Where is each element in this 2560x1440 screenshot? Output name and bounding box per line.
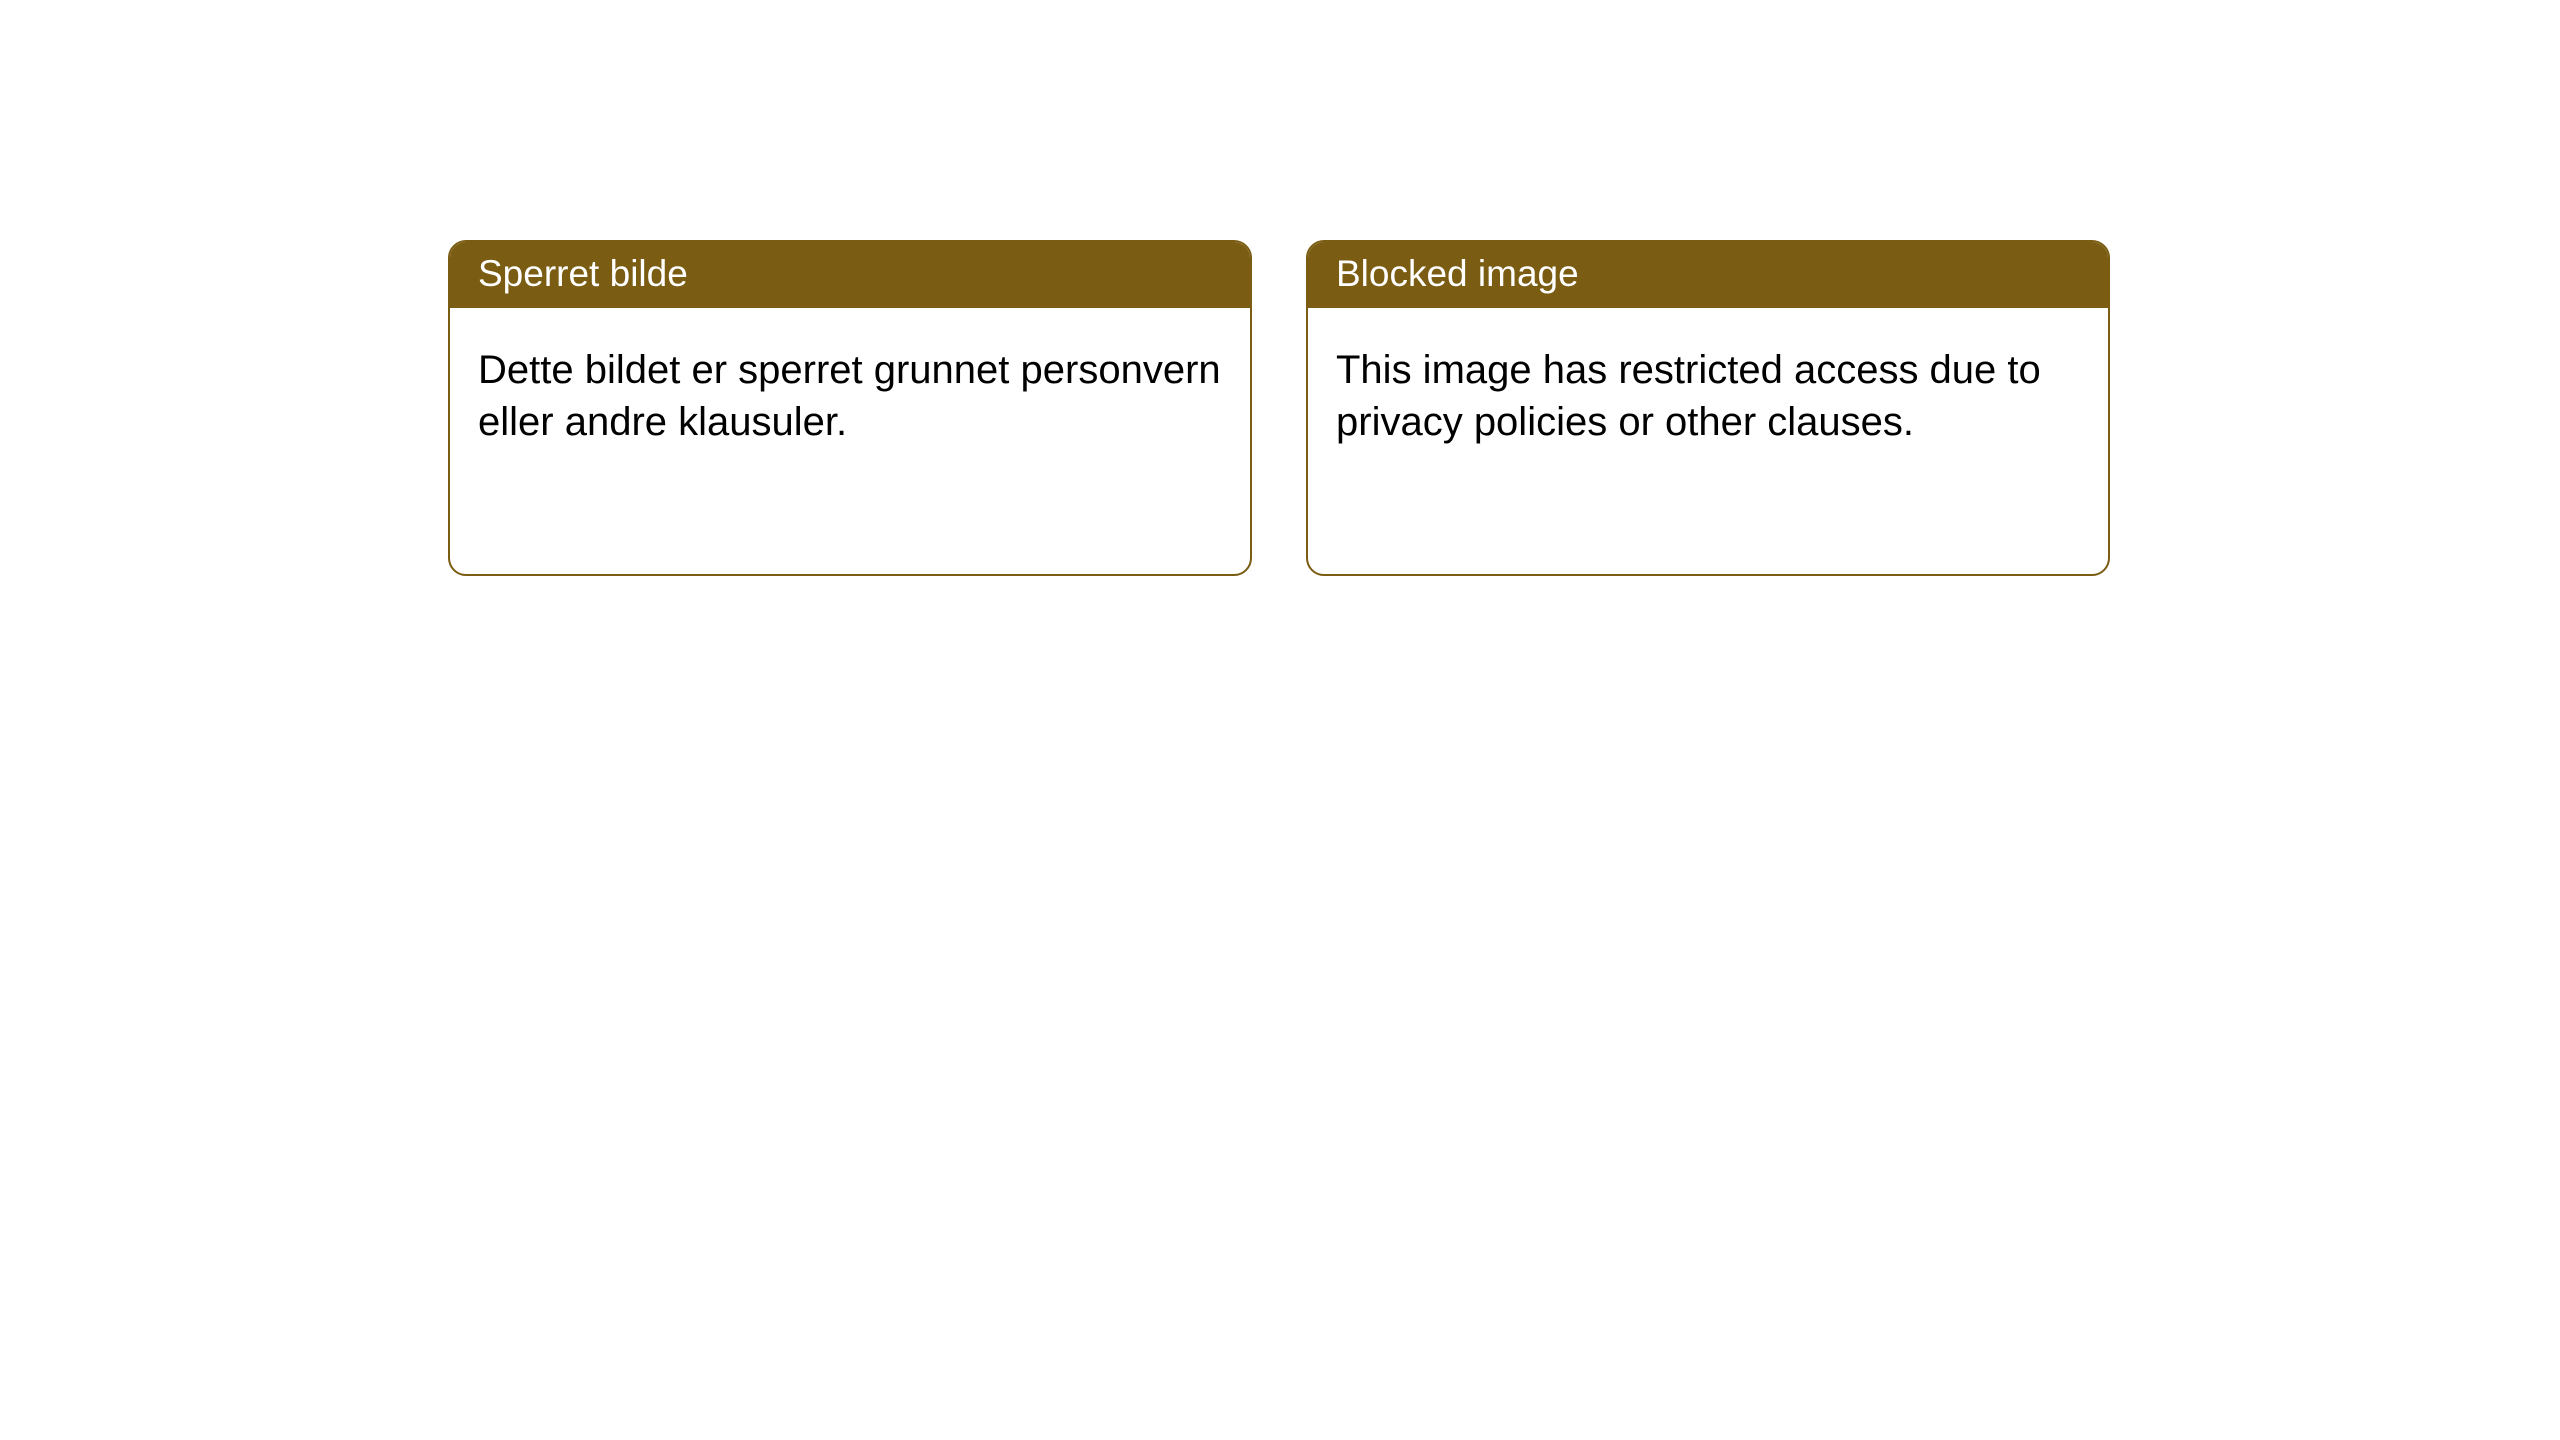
notice-card-english: Blocked image This image has restricted … [1306, 240, 2110, 576]
notice-body: Dette bildet er sperret grunnet personve… [450, 308, 1250, 484]
notice-container: Sperret bilde Dette bildet er sperret gr… [0, 0, 2560, 576]
notice-header: Sperret bilde [450, 242, 1250, 308]
notice-card-norwegian: Sperret bilde Dette bildet er sperret gr… [448, 240, 1252, 576]
notice-header: Blocked image [1308, 242, 2108, 308]
notice-body: This image has restricted access due to … [1308, 308, 2108, 484]
